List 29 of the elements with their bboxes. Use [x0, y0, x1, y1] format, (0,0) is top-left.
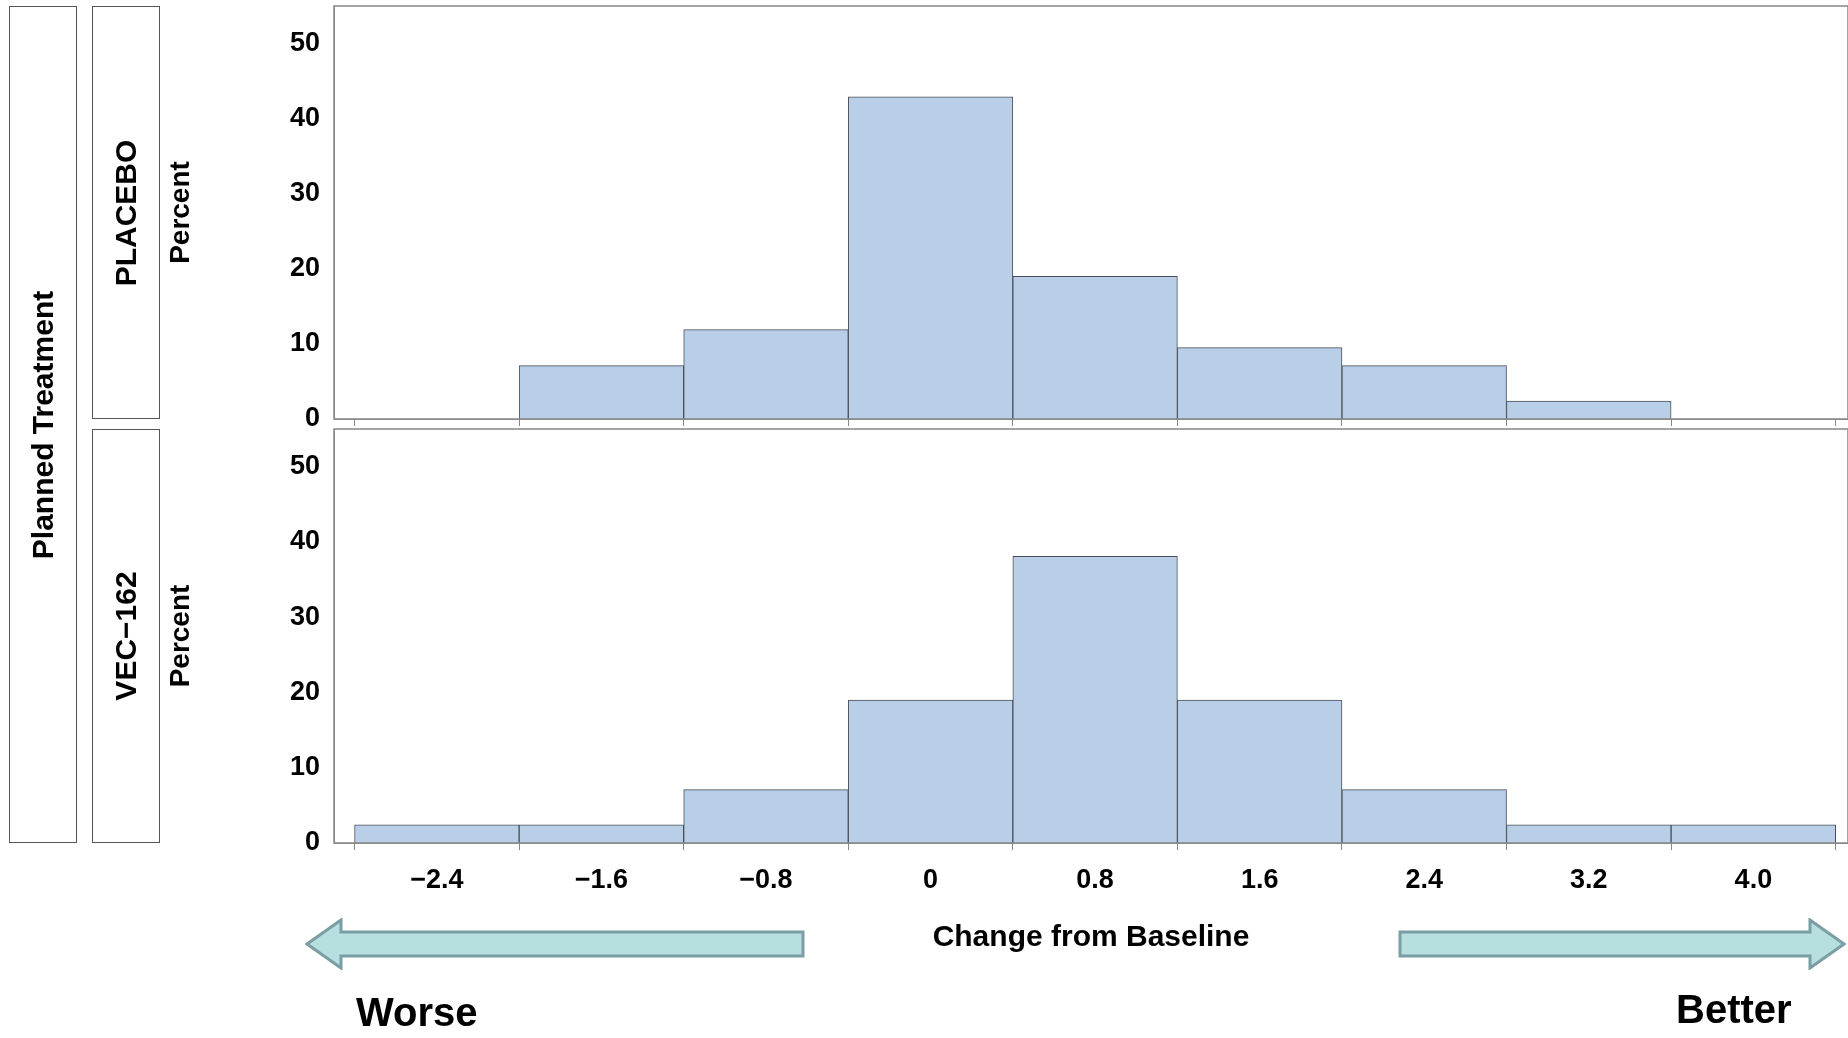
- x-tick-label: 4.0: [1734, 863, 1773, 894]
- y-axis-title: Percent: [163, 161, 195, 264]
- y-tick-label: 50: [289, 27, 320, 57]
- y-tick-label: 30: [289, 600, 320, 631]
- x-tick-label: −1.6: [574, 863, 629, 894]
- x-tick-label: 1.6: [1240, 863, 1279, 894]
- y-tick-label: 50: [289, 450, 320, 481]
- text: PLACEBO: [109, 139, 143, 286]
- y-tick-label: 0: [304, 826, 320, 857]
- y-tick-label: 40: [289, 525, 320, 556]
- x-tick-label: −0.8: [739, 863, 793, 894]
- y-tick-label: 20: [289, 252, 320, 283]
- x-tick-label: 2.4: [1405, 863, 1444, 894]
- y-axis-title: Percent: [163, 584, 195, 688]
- y-tick-label: 0: [304, 402, 320, 433]
- x-tick-label: 3.2: [1570, 863, 1608, 894]
- x-axis-title: Change from Baseline: [932, 919, 1250, 953]
- x-tick-label: −2.4: [410, 863, 464, 894]
- y-tick-label: 30: [289, 177, 320, 208]
- text: Better: [1676, 987, 1792, 1032]
- text: VEC−162: [109, 571, 143, 701]
- y-tick-label: 40: [289, 102, 320, 133]
- y-tick-label: 10: [289, 327, 320, 358]
- text: Worse: [356, 990, 478, 1035]
- text: Planned Treatment: [26, 290, 60, 559]
- y-tick-label: 20: [289, 675, 320, 706]
- x-tick-label: 0: [923, 863, 939, 894]
- x-tick-label: 0.8: [1076, 863, 1114, 894]
- y-tick-label: 10: [289, 751, 320, 782]
